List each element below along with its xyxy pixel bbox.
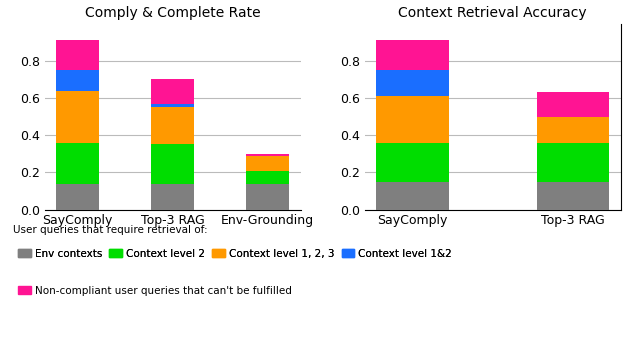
Bar <box>152 79 194 103</box>
Bar <box>376 143 449 182</box>
Bar <box>56 143 99 184</box>
Bar <box>246 155 289 170</box>
Bar <box>537 117 609 143</box>
Title: Context Retrieval Accuracy: Context Retrieval Accuracy <box>399 6 587 20</box>
Bar <box>56 40 99 70</box>
Bar <box>152 145 194 184</box>
Bar <box>376 182 449 210</box>
Text: User queries that require retrieval of:: User queries that require retrieval of: <box>13 225 207 235</box>
Bar <box>152 103 194 107</box>
Bar <box>246 154 289 155</box>
Title: Comply & Complete Rate: Comply & Complete Rate <box>85 6 260 20</box>
Bar <box>56 91 99 143</box>
Bar <box>537 182 609 210</box>
Bar <box>56 70 99 91</box>
Legend: Env contexts, Context level 2, Context level 1, 2, 3, Context level 1&2: Env contexts, Context level 2, Context l… <box>18 248 452 259</box>
Bar <box>376 70 449 96</box>
Legend: Non-compliant user queries that can't be fulfilled: Non-compliant user queries that can't be… <box>18 286 292 296</box>
Bar <box>376 96 449 143</box>
Bar <box>152 107 194 145</box>
Bar <box>246 170 289 184</box>
Bar <box>246 184 289 210</box>
Bar <box>152 184 194 210</box>
Bar <box>56 184 99 210</box>
Bar <box>537 143 609 182</box>
Bar <box>376 40 449 70</box>
Bar <box>537 92 609 117</box>
